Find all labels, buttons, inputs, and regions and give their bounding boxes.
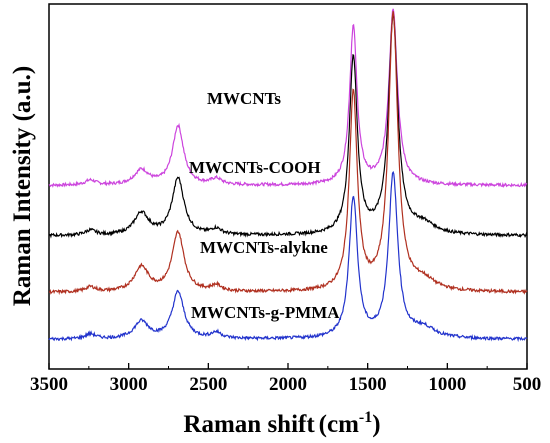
series-line-0: [48, 8, 528, 189]
series-lines: [48, 8, 528, 343]
x-tick-label-1000: 1000: [428, 374, 466, 395]
x-axis-title: Raman shift (cm-1): [183, 409, 380, 438]
x-tick-label-3000: 3000: [110, 374, 148, 395]
series-line-2: [48, 11, 528, 296]
x-axis-unit: cm: [327, 411, 359, 438]
series-line-3: [48, 170, 528, 343]
series-label-mwcnts-alykne: MWCNTs-alykne: [200, 238, 328, 257]
x-tick-label-2500: 2500: [189, 374, 227, 395]
x-axis-unit-sup: -1: [359, 409, 372, 426]
x-tick-label-2000: 2000: [269, 374, 307, 395]
x-axis-unit-close: ): [372, 411, 380, 438]
x-axis-label: Raman shift: [183, 411, 315, 438]
x-tick-label-500: 500: [513, 374, 542, 395]
x-ticks: [48, 363, 528, 369]
series-label-mwcnts: MWCNTs: [207, 89, 281, 108]
y-axis-title: Raman Intensity (a.u.): [9, 66, 36, 306]
x-tick-labels: 3500 3000 2500 2000 1500 1000 500: [30, 374, 541, 395]
series-label-mwcnts-g-pmma: MWCNTs-g-PMMA: [191, 303, 340, 322]
x-tick-label-3500: 3500: [30, 374, 68, 395]
x-tick-label-1500: 1500: [349, 374, 387, 395]
series-line-1: [48, 14, 528, 239]
series-label-mwcnts-cooh: MWCNTs-COOH: [189, 158, 321, 177]
x-axis-unit-open: (: [319, 411, 327, 438]
